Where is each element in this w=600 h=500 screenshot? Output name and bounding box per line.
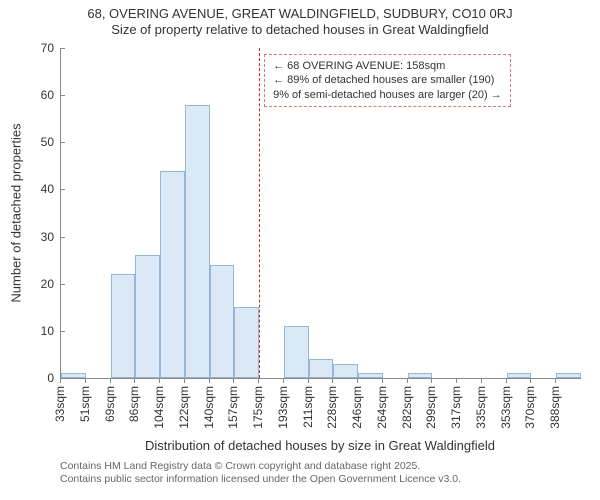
x-tick-label: 388sqm [548, 386, 562, 429]
y-tick-label: 60 [0, 88, 60, 102]
x-tick-mark [85, 378, 86, 383]
y-tick-mark [60, 237, 65, 238]
y-tick-mark [60, 331, 65, 332]
x-tick-label: 228sqm [325, 386, 339, 429]
histogram-bar [135, 255, 160, 378]
y-tick-label: 0 [0, 371, 60, 385]
x-tick-mark [283, 378, 284, 383]
histogram-bar [160, 171, 185, 378]
chart-container: { "title": { "line1": "68, OVERING AVENU… [0, 0, 600, 500]
x-tick-label: 246sqm [350, 386, 364, 429]
histogram-bar [111, 274, 136, 378]
x-tick-label: 299sqm [424, 386, 438, 429]
x-tick-mark [134, 378, 135, 383]
y-tick-label: 10 [0, 324, 60, 338]
histogram-bar [234, 307, 259, 378]
y-tick-label: 70 [0, 41, 60, 55]
y-tick-mark [60, 95, 65, 96]
footer-line-1: Contains HM Land Registry data © Crown c… [60, 460, 461, 473]
x-tick-label: 353sqm [499, 386, 513, 429]
x-ticks: 33sqm51sqm69sqm86sqm104sqm122sqm140sqm15… [60, 378, 580, 438]
x-tick-label: 157sqm [226, 386, 240, 429]
x-tick-label: 86sqm [127, 386, 141, 422]
reference-line [259, 48, 260, 378]
x-tick-label: 33sqm [53, 386, 67, 422]
x-tick-label: 317sqm [449, 386, 463, 429]
x-tick-mark [159, 378, 160, 383]
x-tick-mark [407, 378, 408, 383]
x-tick-mark [258, 378, 259, 383]
x-tick-mark [456, 378, 457, 383]
x-tick-label: 211sqm [301, 386, 315, 428]
x-tick-mark [431, 378, 432, 383]
x-tick-label: 264sqm [375, 386, 389, 429]
x-tick-label: 69sqm [103, 386, 117, 422]
legend-box: ← 68 OVERING AVENUE: 158sqm ← 89% of det… [264, 54, 511, 107]
histogram-bar [185, 105, 210, 378]
histogram-bar [309, 359, 334, 378]
x-tick-label: 122sqm [177, 386, 191, 429]
histogram-bar [333, 364, 358, 378]
x-tick-mark [506, 378, 507, 383]
x-tick-mark [60, 378, 61, 383]
chart-title-line2: Size of property relative to detached ho… [0, 22, 600, 38]
legend-line-2: ← 89% of detached houses are smaller (19… [273, 73, 502, 87]
x-tick-mark [110, 378, 111, 383]
attribution-footer: Contains HM Land Registry data © Crown c… [60, 460, 461, 486]
y-tick-mark [60, 142, 65, 143]
x-tick-label: 282sqm [400, 386, 414, 429]
chart-title-block: 68, OVERING AVENUE, GREAT WALDINGFIELD, … [0, 6, 600, 39]
x-tick-label: 51sqm [78, 386, 92, 422]
y-tick-mark [60, 189, 65, 190]
x-tick-label: 370sqm [523, 386, 537, 429]
legend-line-1: ← 68 OVERING AVENUE: 158sqm [273, 59, 502, 73]
x-tick-mark [481, 378, 482, 383]
y-axis-label: Number of detached properties [9, 123, 24, 302]
legend-line-3: 9% of semi-detached houses are larger (2… [273, 88, 502, 102]
x-tick-mark [332, 378, 333, 383]
x-tick-mark [184, 378, 185, 383]
x-tick-label: 104sqm [152, 386, 166, 429]
x-tick-mark [382, 378, 383, 383]
x-tick-mark [530, 378, 531, 383]
histogram-bar [284, 326, 309, 378]
y-tick-mark [60, 48, 65, 49]
x-axis-label: Distribution of detached houses by size … [145, 438, 495, 453]
x-tick-mark [308, 378, 309, 383]
x-tick-label: 193sqm [276, 386, 290, 429]
histogram-bar [210, 265, 235, 378]
chart-title-line1: 68, OVERING AVENUE, GREAT WALDINGFIELD, … [0, 6, 600, 22]
footer-line-2: Contains public sector information licen… [60, 473, 461, 486]
x-tick-label: 140sqm [202, 386, 216, 429]
x-tick-label: 335sqm [474, 386, 488, 429]
x-tick-mark [209, 378, 210, 383]
x-tick-mark [555, 378, 556, 383]
x-tick-mark [357, 378, 358, 383]
x-tick-label: 175sqm [251, 386, 265, 429]
y-tick-mark [60, 284, 65, 285]
x-tick-mark [233, 378, 234, 383]
